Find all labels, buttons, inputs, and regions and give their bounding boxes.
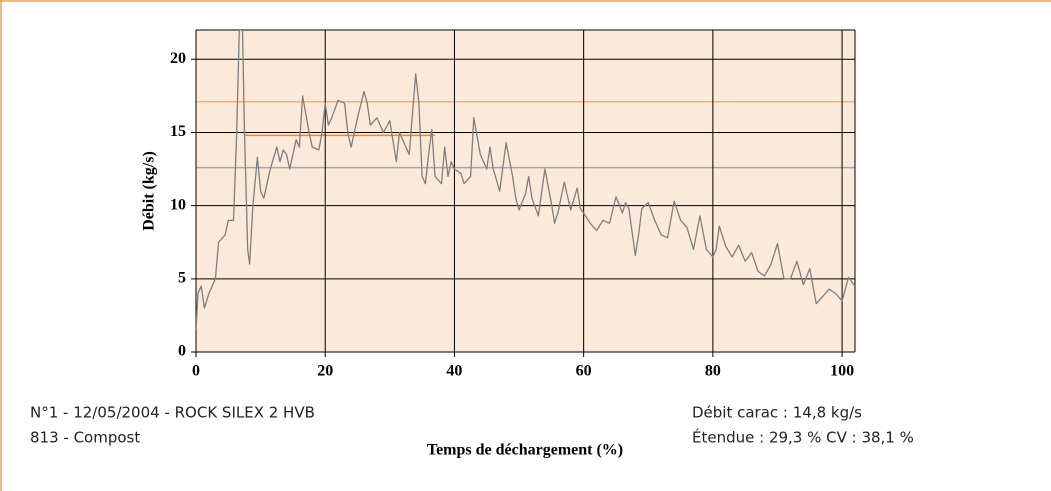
info: 813 - Compost [30,429,140,447]
data-line [196,30,855,331]
info: Étendue : 29,3 % CV : 38,1 % [692,428,914,447]
info: N°1 - 12/05/2004 - ROCK SILEX 2 HVB [30,404,315,422]
x-tick-label: 0 [192,363,200,380]
y-tick-label: 5 [178,269,186,286]
x-tick-label: 80 [705,363,721,380]
x-axis-label: Temps de déchargement (%) [427,442,623,459]
y-tick-label: 15 [170,123,186,140]
x-tick-label: 100 [830,363,854,380]
y-tick-label: 10 [170,196,186,213]
x-tick-label: 40 [446,363,462,380]
info: Débit carac : 14,8 kg/s [692,404,862,422]
x-tick-label: 20 [317,363,333,380]
y-tick-label: 20 [170,50,186,67]
y-axis-label: Débit (kg/s) [141,151,158,231]
x-tick-label: 60 [576,363,592,380]
y-tick-label: 0 [178,343,186,360]
